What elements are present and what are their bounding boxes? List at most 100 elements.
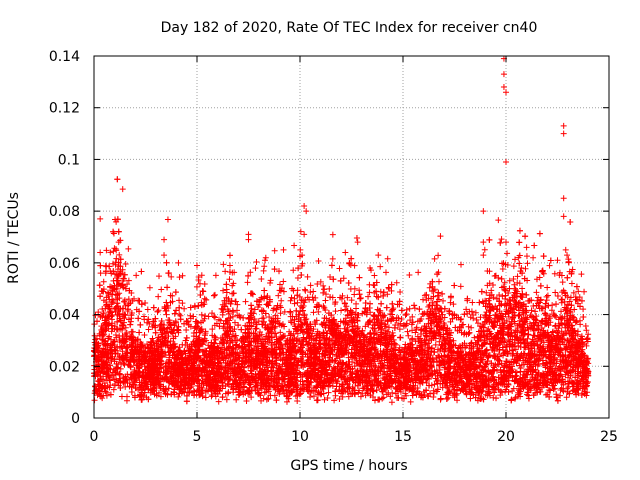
data-point xyxy=(125,277,132,284)
data-point xyxy=(133,272,140,279)
data-point xyxy=(307,289,314,296)
data-point xyxy=(470,315,477,322)
data-point xyxy=(398,316,405,323)
data-point xyxy=(157,393,164,400)
data-point xyxy=(472,309,479,316)
data-point xyxy=(485,325,492,332)
data-point xyxy=(158,286,165,293)
data-point xyxy=(551,385,558,392)
data-point xyxy=(339,393,346,400)
data-point xyxy=(122,383,129,390)
data-point xyxy=(582,323,589,330)
data-point xyxy=(294,274,301,281)
data-point xyxy=(261,295,268,302)
data-point xyxy=(345,393,352,400)
data-point xyxy=(530,254,537,261)
data-point xyxy=(181,389,188,396)
data-point xyxy=(530,302,537,309)
data-point xyxy=(209,391,216,398)
data-point xyxy=(524,260,531,267)
data-point xyxy=(546,262,553,269)
data-point xyxy=(304,273,311,280)
data-point xyxy=(271,247,278,254)
data-point xyxy=(525,392,532,399)
data-point xyxy=(146,284,153,291)
data-point xyxy=(103,247,110,254)
data-point xyxy=(543,359,550,366)
data-point xyxy=(389,389,396,396)
data-point xyxy=(276,321,283,328)
data-point xyxy=(277,329,284,336)
data-point xyxy=(503,358,510,365)
data-point xyxy=(551,270,558,277)
data-point xyxy=(320,282,327,289)
data-point xyxy=(432,341,439,348)
data-point xyxy=(176,274,183,281)
data-point xyxy=(499,293,506,300)
data-point xyxy=(511,395,518,402)
data-point xyxy=(290,267,297,274)
data-point xyxy=(557,392,564,399)
data-point xyxy=(431,381,438,388)
data-point xyxy=(287,297,294,304)
data-point xyxy=(287,308,294,315)
data-point xyxy=(220,261,227,268)
data-point xyxy=(205,342,212,349)
data-point xyxy=(527,377,534,384)
data-point xyxy=(314,280,321,287)
data-point xyxy=(393,279,400,286)
data-point xyxy=(498,236,505,243)
data-point xyxy=(411,305,418,312)
data-point xyxy=(266,313,273,320)
data-point xyxy=(247,269,254,276)
data-point xyxy=(110,297,117,304)
data-point xyxy=(583,327,590,334)
data-point xyxy=(98,336,105,343)
data-point xyxy=(357,393,364,400)
data-point xyxy=(210,313,217,320)
data-point xyxy=(437,233,444,240)
data-point xyxy=(113,255,120,262)
data-point xyxy=(198,272,205,279)
data-point xyxy=(403,392,410,399)
data-point xyxy=(267,279,274,286)
data-point xyxy=(162,351,169,358)
data-point xyxy=(294,299,301,306)
data-point xyxy=(229,290,236,297)
data-point xyxy=(397,289,404,296)
data-point xyxy=(384,291,391,298)
data-point xyxy=(506,277,513,284)
data-point xyxy=(486,268,493,275)
data-point xyxy=(168,273,175,280)
data-point xyxy=(389,307,396,314)
data-point xyxy=(302,287,309,294)
data-point xyxy=(299,260,306,267)
data-point xyxy=(339,292,346,299)
data-point xyxy=(417,380,424,387)
data-point xyxy=(516,311,523,318)
data-point xyxy=(201,295,208,302)
data-point xyxy=(528,307,535,314)
data-point xyxy=(454,397,461,404)
data-point xyxy=(533,289,540,296)
data-point xyxy=(575,288,582,295)
data-point xyxy=(92,312,99,319)
data-point xyxy=(183,327,190,334)
data-point xyxy=(412,329,419,336)
data-point xyxy=(165,338,172,345)
data-point xyxy=(324,395,331,402)
data-point xyxy=(440,297,447,304)
data-point xyxy=(327,273,334,280)
data-point xyxy=(233,396,240,403)
data-point xyxy=(242,298,249,305)
data-point xyxy=(522,265,529,272)
data-point xyxy=(248,394,255,401)
data-point xyxy=(542,391,549,398)
data-point xyxy=(447,318,454,325)
data-points xyxy=(91,55,592,406)
data-point xyxy=(273,306,280,313)
data-point xyxy=(435,252,442,259)
data-point xyxy=(383,269,390,276)
